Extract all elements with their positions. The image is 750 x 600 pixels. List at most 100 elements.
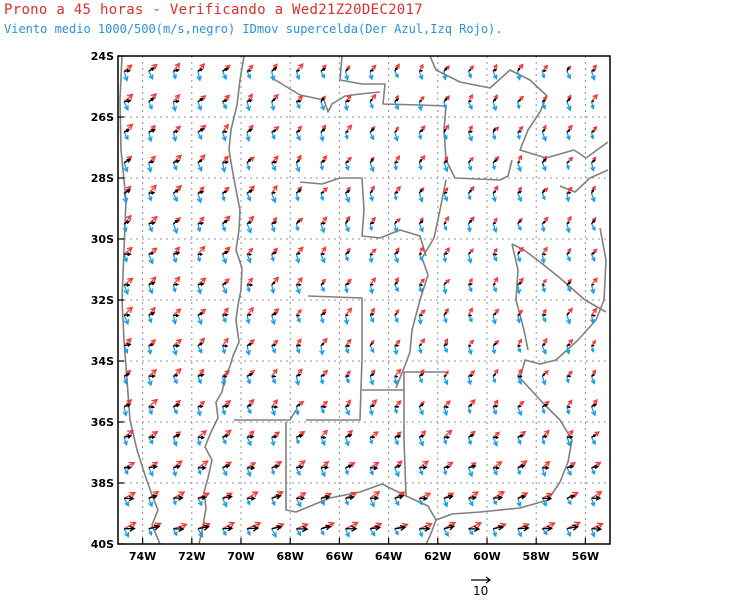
mean-wind-vector: [271, 281, 276, 286]
right-mover-vector: [590, 528, 596, 538]
right-mover-vector: [418, 162, 423, 171]
right-mover-vector: [369, 528, 376, 537]
right-mover-vector: [197, 101, 203, 112]
mean-wind-vector: [271, 312, 278, 316]
mean-wind-vector: [542, 465, 550, 470]
mean-wind-vector: [296, 525, 309, 533]
left-mover-vector: [443, 247, 451, 255]
right-mover-vector: [492, 497, 497, 506]
right-mover-vector: [320, 101, 326, 111]
mean-wind-vector: [394, 405, 400, 409]
mean-wind-vector: [394, 66, 398, 72]
left-mover-vector: [246, 64, 254, 72]
right-mover-vector: [394, 436, 399, 446]
left-mover-vector: [394, 400, 402, 408]
left-mover-vector: [271, 368, 278, 377]
left-mover-vector: [123, 521, 137, 530]
right-mover-vector: [344, 345, 350, 354]
mean-wind-vector: [148, 464, 158, 470]
left-mover-vector: [492, 491, 506, 499]
right-mover-vector: [221, 223, 227, 232]
bolivia-paraguay-border: [271, 77, 381, 113]
right-mover-vector: [443, 498, 449, 508]
mean-wind-vector: [320, 221, 327, 225]
mean-wind-vector: [468, 283, 473, 286]
right-mover-vector: [368, 254, 374, 264]
right-mover-vector: [443, 437, 448, 445]
mean-wind-vector: [468, 374, 474, 378]
left-mover-vector: [345, 338, 352, 347]
mean-wind-vector: [517, 99, 522, 103]
left-mover-vector: [566, 370, 573, 377]
left-mover-vector: [492, 461, 503, 469]
right-mover-vector: [467, 376, 473, 386]
right-mover-vector: [467, 406, 472, 415]
mean-wind-vector: [443, 465, 451, 470]
right-mover-vector: [197, 528, 204, 538]
right-mover-vector: [541, 162, 547, 172]
mean-wind-vector: [320, 465, 330, 470]
mean-wind-vector: [124, 313, 131, 317]
mean-wind-vector: [591, 374, 596, 377]
left-mover-vector: [197, 245, 206, 255]
right-mover-vector: [492, 406, 498, 416]
mean-wind-vector: [296, 252, 301, 256]
mean-wind-vector: [370, 495, 380, 501]
left-mover-vector: [123, 429, 134, 438]
right-mover-vector: [147, 376, 153, 387]
mean-wind-vector: [124, 68, 131, 73]
scale-vector-label: 10: [473, 584, 488, 598]
mean-wind-vector: [173, 130, 179, 134]
right-mover-vector: [172, 162, 178, 171]
gridlines: [118, 56, 610, 544]
left-mover-vector: [418, 246, 424, 255]
left-mover-vector: [394, 368, 402, 377]
left-mover-vector: [295, 276, 303, 286]
right-mover-vector: [393, 132, 399, 142]
right-mover-vector: [123, 376, 128, 385]
right-mover-vector: [565, 223, 571, 234]
mean-wind-vector: [541, 372, 546, 377]
left-mover-vector: [222, 521, 236, 530]
mean-wind-vector: [566, 97, 571, 103]
mean-wind-vector: [590, 188, 594, 194]
right-mover-vector: [172, 71, 178, 80]
left-mover-vector: [197, 400, 206, 408]
mean-wind-vector: [247, 525, 260, 532]
right-mover-vector: [590, 436, 596, 446]
mean-wind-vector: [271, 67, 278, 72]
mean-wind-vector: [493, 524, 504, 531]
mean-wind-vector: [394, 98, 399, 103]
lon-tick-label: 68W: [276, 550, 303, 563]
mean-wind-vector: [443, 281, 447, 286]
mean-wind-vector: [443, 374, 448, 377]
mean-wind-vector: [394, 434, 402, 439]
mean-wind-vector: [345, 282, 350, 286]
right-mover-vector: [442, 71, 448, 81]
mean-wind-vector: [370, 525, 382, 531]
mean-wind-vector: [419, 373, 424, 377]
mean-wind-vector: [271, 160, 278, 164]
mean-wind-vector: [369, 189, 374, 194]
right-mover-vector: [221, 193, 226, 202]
right-mover-vector: [270, 101, 276, 112]
left-mover-vector: [295, 368, 303, 377]
wind-vectors: [122, 62, 604, 538]
left-mover-vector: [123, 491, 137, 499]
mean-wind-vector: [172, 189, 180, 194]
mean-wind-vector: [271, 435, 278, 439]
right-mover-vector: [123, 131, 129, 141]
left-mover-vector: [467, 93, 473, 103]
left-mover-vector: [246, 215, 255, 225]
right-mover-vector: [148, 436, 154, 445]
mean-wind-vector: [345, 464, 353, 469]
left-mover-vector: [517, 368, 523, 377]
mean-wind-vector: [542, 284, 546, 286]
mean-wind-vector: [566, 281, 572, 286]
right-mover-vector: [417, 101, 423, 112]
mean-wind-vector: [344, 219, 349, 225]
right-mover-vector: [148, 254, 154, 265]
mean-wind-vector: [541, 128, 546, 133]
right-mover-vector: [443, 345, 448, 354]
